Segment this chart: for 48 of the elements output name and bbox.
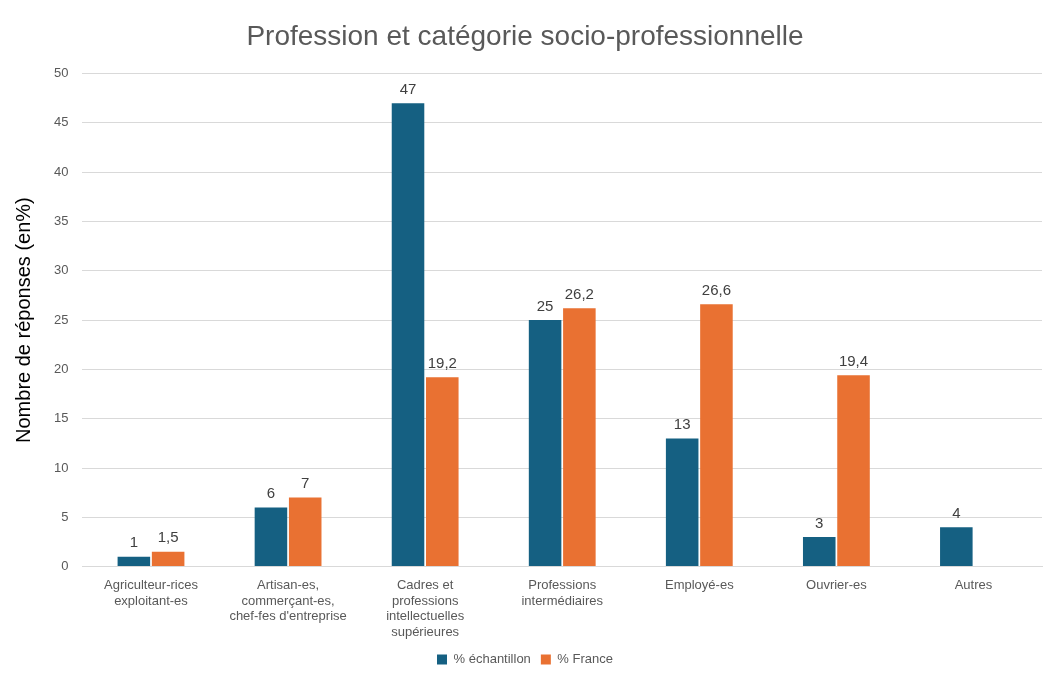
bar: [254, 507, 288, 567]
chart-title: Profession et catégorie socio-professionnelle: [246, 19, 804, 51]
bar: [288, 497, 322, 567]
data-label: 25: [536, 296, 554, 314]
bar: [151, 551, 185, 567]
x-tick-label: Autres: [954, 576, 993, 592]
data-label: 13: [673, 415, 691, 433]
data-label: 19,2: [427, 353, 457, 371]
y-tick-label: 50: [53, 65, 69, 81]
y-tick-label: 10: [53, 459, 69, 475]
y-tick-label: 25: [53, 311, 69, 327]
data-label: 26,6: [701, 280, 732, 298]
data-label: 3: [815, 513, 824, 531]
y-tick-label: 20: [53, 360, 69, 376]
data-label: 19,4: [838, 351, 869, 369]
y-tick-label: 35: [53, 213, 69, 229]
x-tick-label: Employé-es: [664, 576, 735, 592]
bar: [802, 537, 836, 567]
y-tick-label: 45: [53, 114, 69, 130]
data-label: 6: [266, 484, 276, 502]
y-tick-label: 15: [53, 410, 69, 426]
data-label: 7: [301, 474, 310, 492]
y-tick-label: 5: [61, 508, 69, 524]
bar: [391, 103, 425, 567]
x-tick-label: Agriculteur-rices exploitant-es: [104, 576, 199, 608]
legend-label: % échantillon: [453, 651, 531, 667]
x-tick-label: Ouvrier-es: [806, 576, 868, 592]
y-tick-label: 40: [53, 163, 69, 179]
bar: [528, 320, 562, 567]
x-tick-label: Cadres et professions intellectuelles supérieures: [386, 576, 465, 639]
data-label: 4: [952, 503, 961, 521]
data-label: 1: [129, 533, 139, 551]
bar: [563, 308, 596, 567]
y-axis-title: Nombre de réponses (en%): [11, 197, 34, 443]
x-tick-label: Professions intermédiaires: [521, 576, 604, 608]
bar: [940, 527, 973, 567]
bar: [837, 375, 870, 567]
bar: [700, 304, 733, 567]
y-tick-label: 0: [61, 558, 69, 574]
data-label: 47: [399, 79, 417, 97]
y-tick-label: 30: [53, 262, 69, 278]
data-label: 1,5: [157, 528, 179, 546]
data-label: 26,2: [564, 284, 594, 302]
bar: [117, 556, 151, 567]
bar: [426, 377, 459, 567]
x-tick-label: Artisan-es, commerçant-es, chef-fes d'entreprise: [229, 576, 347, 624]
bar: [665, 438, 699, 567]
legend-label: % France: [557, 651, 613, 667]
